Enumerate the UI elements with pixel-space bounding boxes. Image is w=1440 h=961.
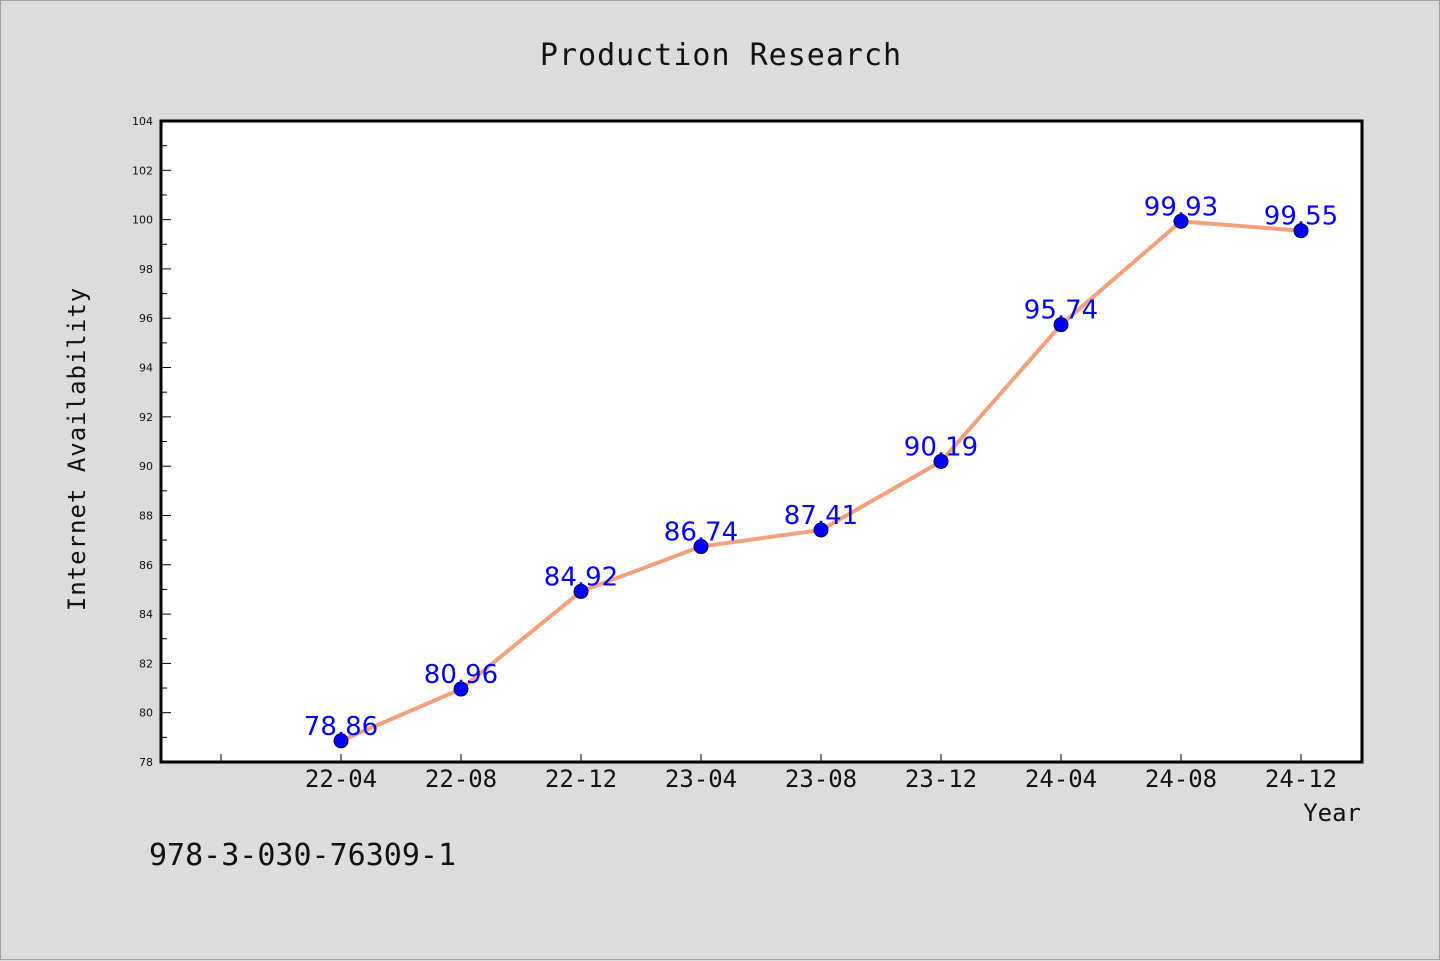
data-point — [933, 453, 949, 469]
y-tick-label: 86 — [139, 559, 153, 572]
plot-area — [159, 119, 1364, 764]
series-layer — [333, 213, 1309, 749]
data-label: 99.55 — [1264, 202, 1338, 232]
x-tick-label: 23-08 — [785, 765, 857, 793]
y-tick-label: 78 — [139, 756, 153, 769]
data-point — [693, 539, 709, 555]
data-label: 87.41 — [784, 501, 858, 531]
y-tick-label: 80 — [139, 707, 153, 720]
footnote-isbn: 978-3-030-76309-1 — [149, 838, 456, 873]
chart-title: Production Research — [540, 38, 902, 73]
x-tick-label: 24-04 — [1025, 765, 1097, 793]
data-label: 95.74 — [1024, 296, 1098, 326]
data-label: 90.19 — [904, 432, 978, 462]
y-axis-ticks: 78 80 82 84 86 88 90 92 94 96 98 100 102 104 — [132, 115, 171, 769]
y-tick-label: 104 — [132, 115, 153, 128]
y-tick-label: 90 — [139, 460, 153, 473]
data-label: 80.96 — [424, 660, 498, 690]
y-tick-label: 92 — [139, 411, 153, 424]
data-point — [813, 522, 829, 538]
x-tick-label: 22-04 — [305, 765, 377, 793]
y-tick-label: 88 — [139, 509, 153, 522]
x-tick-label: 23-04 — [665, 765, 737, 793]
x-tick-label: 24-12 — [1265, 765, 1337, 793]
y-tick-label: 84 — [139, 608, 153, 621]
y-tick-label: 82 — [139, 657, 153, 670]
data-point — [1173, 213, 1189, 229]
x-axis-label: Year — [1303, 799, 1361, 827]
y-tick-label: 98 — [139, 263, 153, 276]
data-label-layer: 78.86 80.96 84.92 86.74 87.41 90.19 95.74 99.93… — [304, 192, 1338, 741]
data-label: 78.86 — [304, 712, 378, 742]
y-tick-label: 94 — [139, 362, 153, 375]
x-tick-label: 24-08 — [1145, 765, 1217, 793]
x-tick-label: 23-12 — [905, 765, 977, 793]
x-tick-label: 22-12 — [545, 765, 617, 793]
data-point — [1053, 317, 1069, 333]
data-label: 86.74 — [664, 518, 738, 548]
y-tick-label: 96 — [139, 312, 153, 325]
data-label: 84.92 — [544, 562, 618, 592]
data-point — [453, 681, 469, 697]
y-tick-label: 100 — [132, 214, 153, 227]
data-point — [333, 733, 349, 749]
x-tick-label: 22-08 — [425, 765, 497, 793]
data-point — [1293, 223, 1309, 239]
x-axis-ticks: 22-04 22-08 22-12 23-04 23-08 23-12 24-04 24-08… — [220, 754, 1337, 793]
y-tick-label: 102 — [132, 164, 153, 177]
y-axis-label: Internet Availability — [63, 287, 91, 611]
data-label: 99.93 — [1144, 192, 1218, 222]
data-point — [573, 583, 589, 599]
